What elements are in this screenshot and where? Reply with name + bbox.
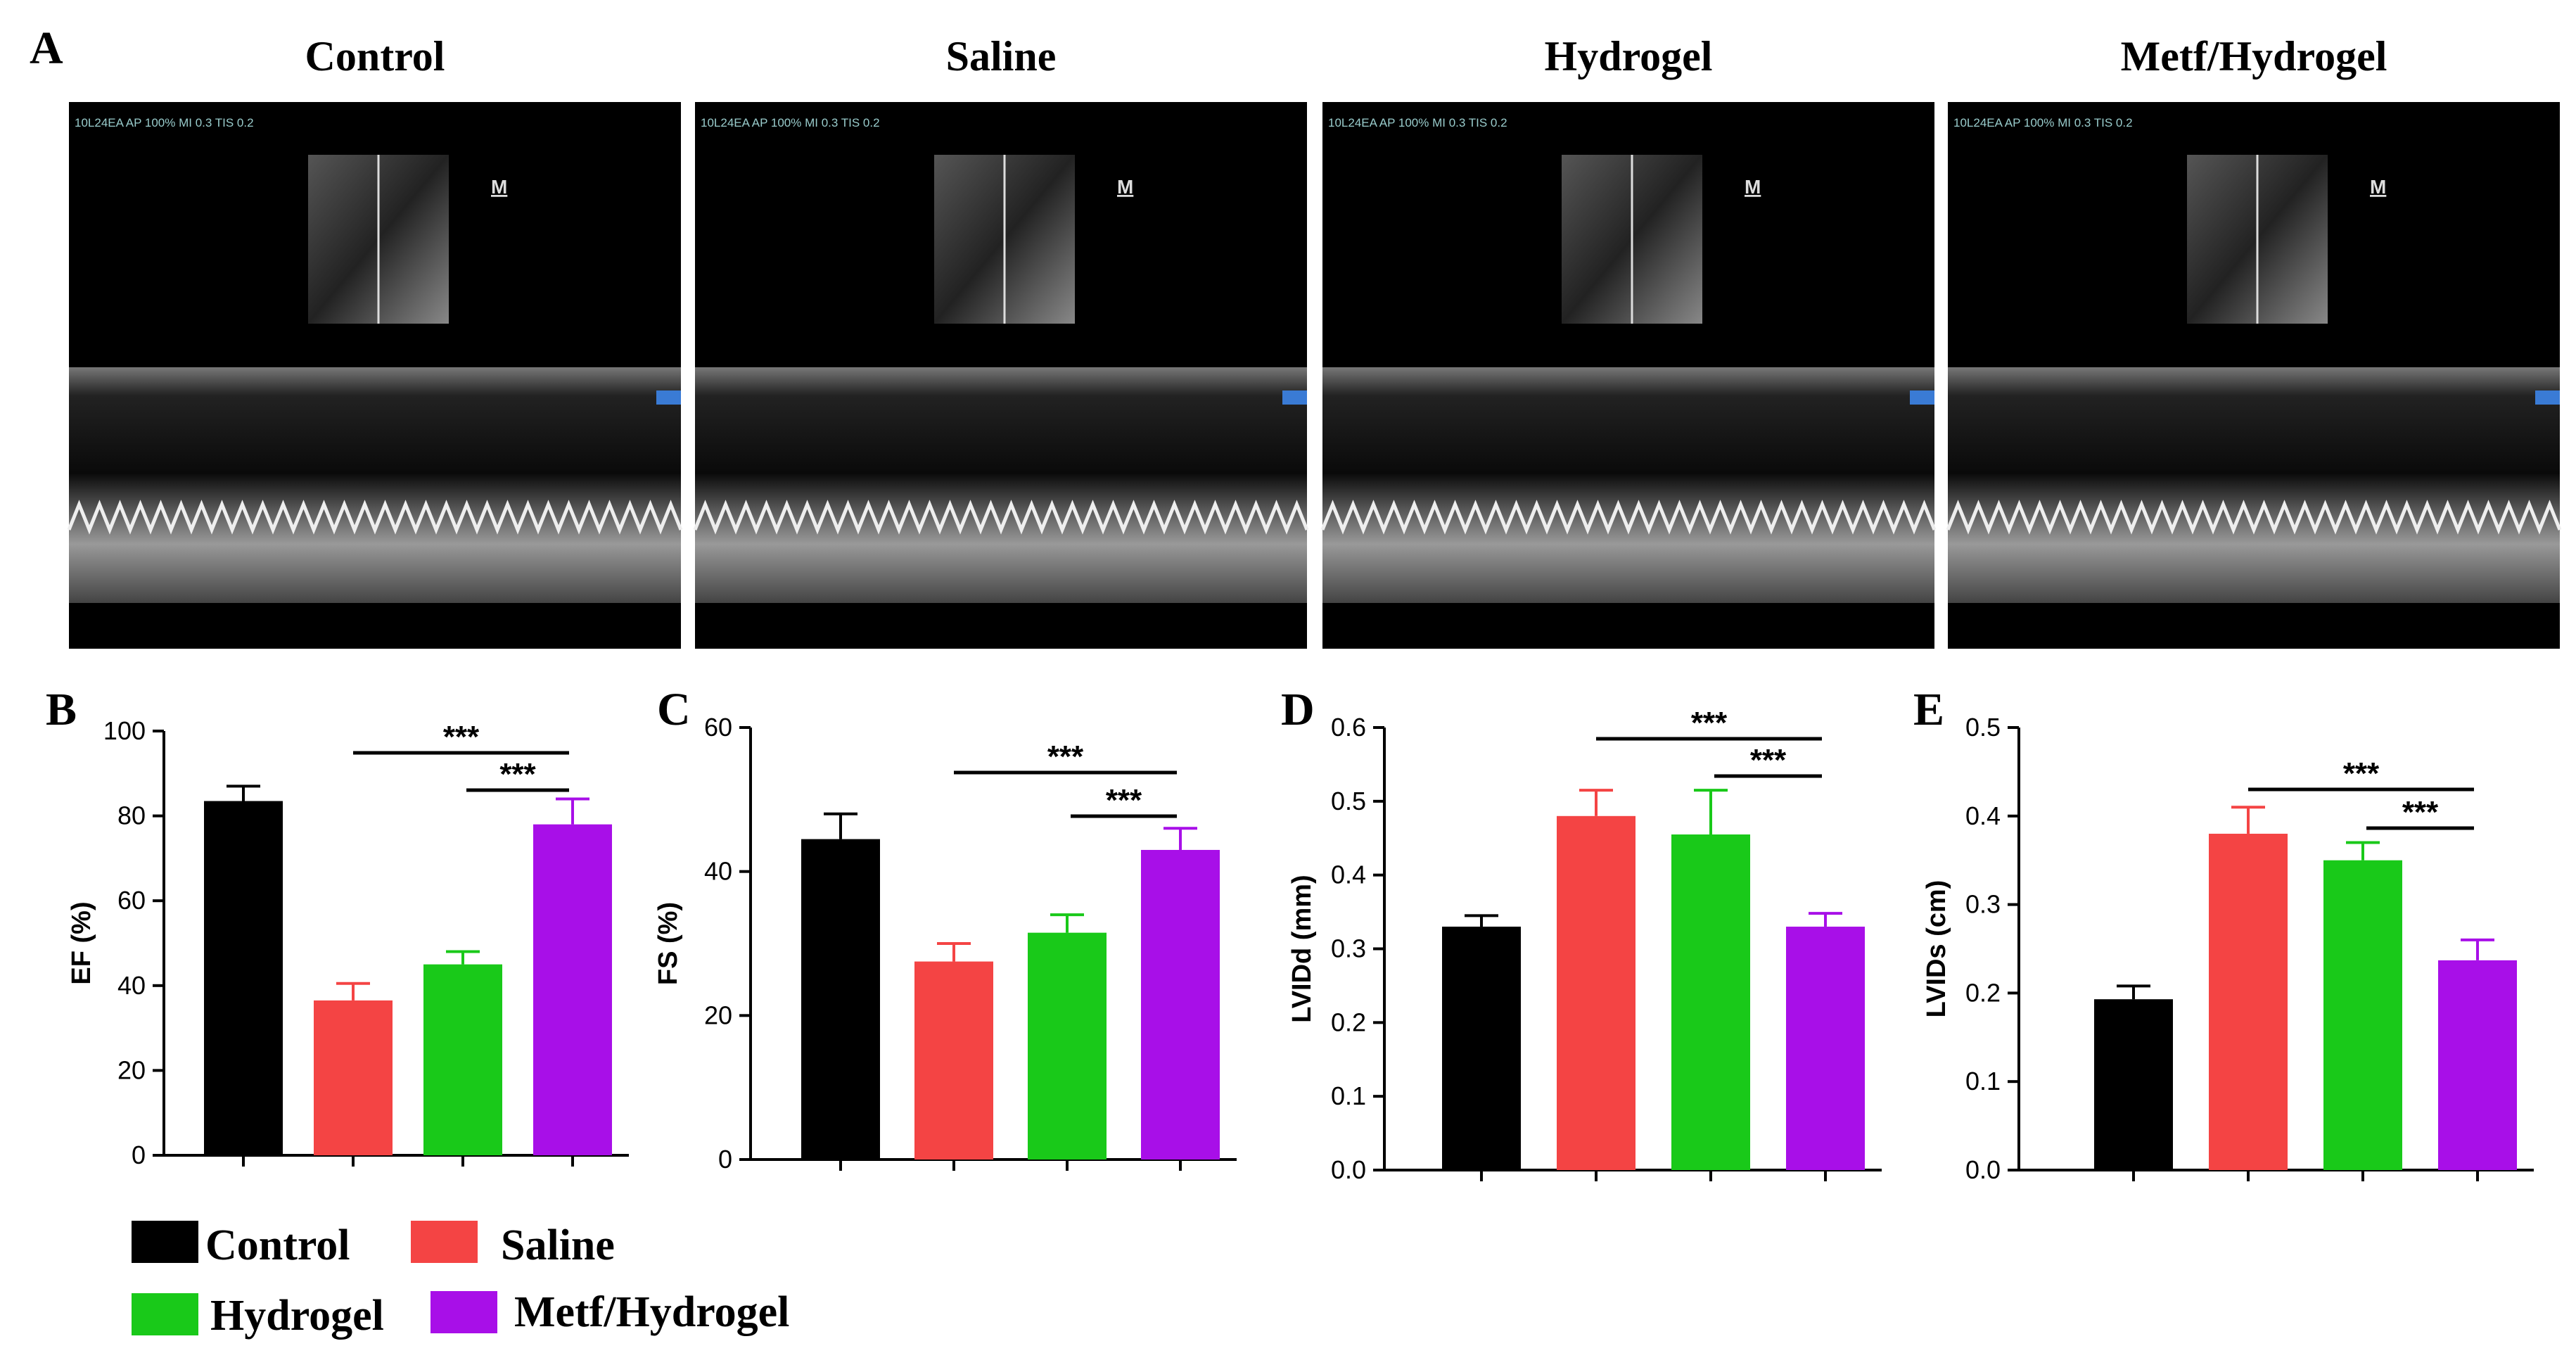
image-overlay: 10L24EA AP 100% MI 0.3 TIS 0.2 bbox=[75, 116, 254, 129]
y-tick-label: 0.4 bbox=[1331, 860, 1366, 889]
y-tick-label: 0 bbox=[718, 1145, 732, 1174]
image-overlay: 10L24EA AP 100% MI 0.3 TIS 0.2 bbox=[1953, 116, 2133, 129]
image-overlay: 10L24EA AP 100% MI 0.3 TIS 0.2 bbox=[701, 116, 880, 129]
panel-label: E bbox=[1913, 684, 1944, 735]
significance-label: *** bbox=[1047, 739, 1084, 774]
bar bbox=[423, 964, 502, 1155]
y-tick-label: 0.3 bbox=[1965, 890, 2001, 919]
bar bbox=[1557, 815, 1635, 1170]
legend-label: Metf/Hydrogel bbox=[514, 1288, 789, 1336]
significance-label: *** bbox=[1106, 783, 1142, 818]
y-tick-label: 0.5 bbox=[1965, 713, 2001, 742]
y-tick-label: 40 bbox=[117, 971, 146, 1000]
y-axis-label: FS (%) bbox=[653, 902, 683, 985]
legend-swatch bbox=[411, 1221, 478, 1263]
y-tick-label: 100 bbox=[103, 716, 146, 745]
image-marker: M bbox=[1745, 176, 1761, 198]
y-tick-label: 0 bbox=[132, 1141, 146, 1169]
m-mode-trace bbox=[1948, 367, 2560, 603]
bar bbox=[2094, 999, 2173, 1170]
legend-label: Saline bbox=[501, 1221, 615, 1269]
y-tick-label: 0.3 bbox=[1331, 934, 1366, 963]
bar bbox=[1671, 834, 1750, 1170]
significance-label: *** bbox=[1691, 706, 1728, 740]
bar bbox=[1786, 927, 1865, 1170]
panel-label: B bbox=[46, 684, 77, 735]
significance-label: *** bbox=[443, 720, 480, 754]
scale-marker bbox=[2535, 390, 2560, 405]
bar bbox=[914, 961, 993, 1160]
panel-label: D bbox=[1281, 684, 1315, 735]
y-tick-label: 0.4 bbox=[1965, 801, 2001, 830]
y-axis-label: LVIDs (cm) bbox=[1922, 880, 1951, 1018]
legend-swatch bbox=[132, 1221, 198, 1263]
legend-label: Control bbox=[205, 1221, 350, 1269]
y-tick-label: 0.0 bbox=[1331, 1155, 1366, 1184]
bar bbox=[1442, 927, 1521, 1170]
m-mode-trace bbox=[1322, 367, 1934, 603]
bar bbox=[314, 1000, 393, 1155]
m-mode-trace bbox=[695, 367, 1307, 603]
y-axis-label: EF (%) bbox=[67, 901, 96, 984]
y-tick-label: 20 bbox=[704, 1001, 732, 1029]
bar bbox=[801, 839, 880, 1160]
bar bbox=[204, 801, 283, 1155]
scale-marker bbox=[1910, 390, 1934, 405]
image-marker: M bbox=[491, 176, 507, 198]
legend-swatch bbox=[431, 1291, 497, 1333]
y-tick-label: 80 bbox=[117, 801, 146, 830]
y-tick-label: 40 bbox=[704, 857, 732, 886]
image-title: Control bbox=[305, 33, 445, 80]
panel-label: C bbox=[657, 684, 691, 735]
wall-motion bbox=[67, 500, 683, 535]
m-mode-trace bbox=[69, 367, 681, 603]
image-overlay: 10L24EA AP 100% MI 0.3 TIS 0.2 bbox=[1328, 116, 1507, 129]
significance-label: *** bbox=[499, 757, 536, 792]
bar bbox=[533, 824, 612, 1155]
y-tick-label: 20 bbox=[117, 1055, 146, 1084]
y-tick-label: 60 bbox=[117, 886, 146, 915]
bar bbox=[2438, 960, 2517, 1170]
bar bbox=[2323, 860, 2402, 1170]
significance-label: *** bbox=[2402, 795, 2439, 830]
y-axis-label: LVIDd (mm) bbox=[1287, 875, 1317, 1022]
scale-marker bbox=[656, 390, 681, 405]
y-tick-label: 60 bbox=[704, 713, 732, 742]
bar bbox=[2209, 833, 2288, 1170]
scale-marker bbox=[1282, 390, 1307, 405]
y-tick-label: 0.0 bbox=[1965, 1155, 2001, 1184]
y-tick-label: 0.5 bbox=[1331, 787, 1366, 815]
image-title: Metf/Hydrogel bbox=[2121, 33, 2387, 80]
bar bbox=[1141, 849, 1220, 1160]
bar bbox=[1028, 932, 1107, 1160]
y-tick-label: 0.1 bbox=[1331, 1081, 1366, 1110]
wall-motion bbox=[693, 500, 1309, 535]
image-marker: M bbox=[2370, 176, 2386, 198]
y-tick-label: 0.1 bbox=[1965, 1067, 2001, 1095]
legend-swatch bbox=[132, 1293, 198, 1335]
image-title: Saline bbox=[946, 33, 1057, 80]
legend-label: Hydrogel bbox=[210, 1292, 384, 1340]
y-tick-label: 0.2 bbox=[1965, 978, 2001, 1007]
y-tick-label: 0.6 bbox=[1331, 713, 1366, 742]
image-marker: M bbox=[1117, 176, 1133, 198]
wall-motion bbox=[1946, 500, 2562, 535]
image-title: Hydrogel bbox=[1545, 33, 1713, 80]
significance-label: *** bbox=[2343, 756, 2380, 791]
wall-motion bbox=[1320, 500, 1937, 535]
significance-label: *** bbox=[1750, 743, 1787, 777]
panel-label: A bbox=[30, 23, 63, 74]
y-tick-label: 0.2 bbox=[1331, 1008, 1366, 1036]
